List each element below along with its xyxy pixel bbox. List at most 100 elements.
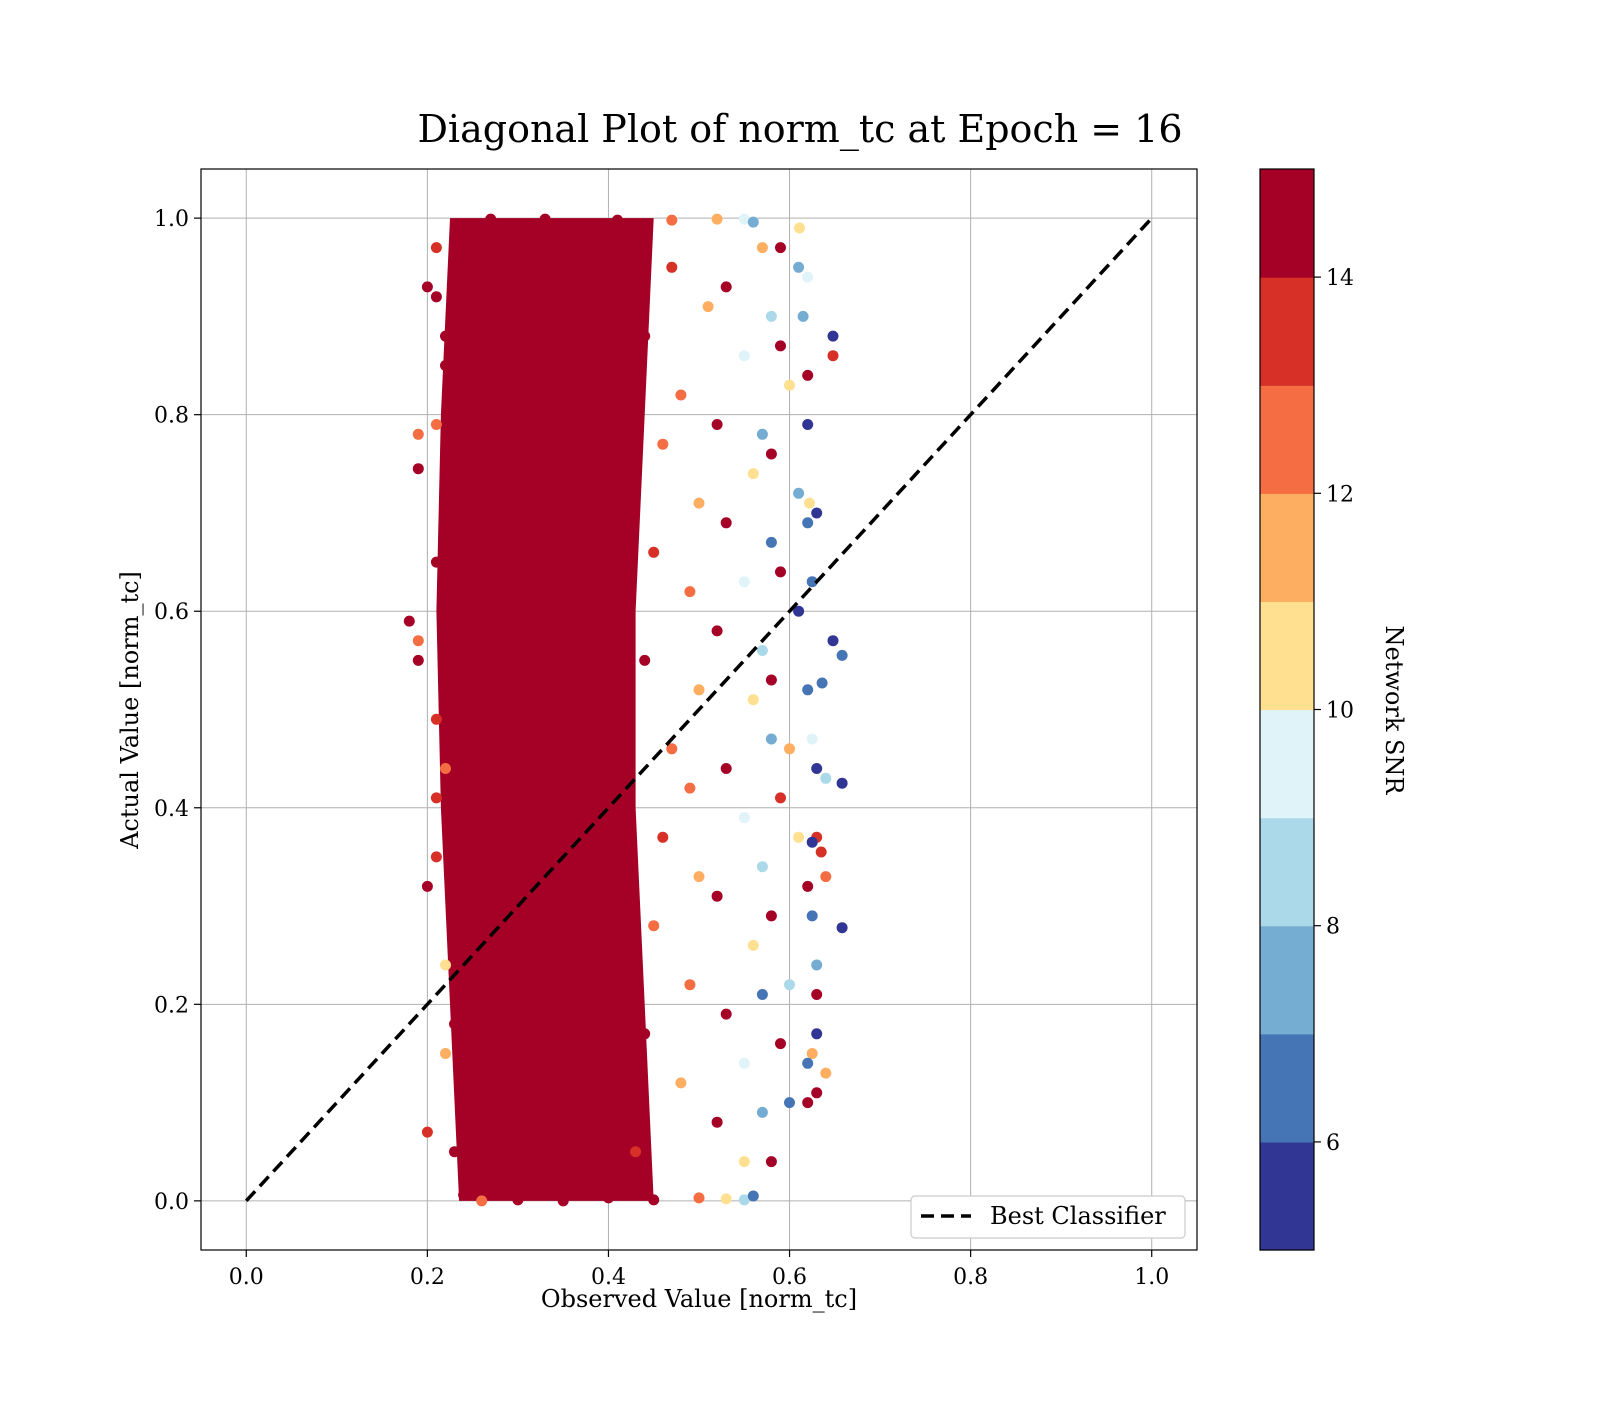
scatter-point — [458, 1189, 470, 1201]
scatter-point — [557, 1195, 569, 1207]
colorbar-segment — [1260, 925, 1314, 1035]
scatter-point — [765, 448, 777, 460]
scatter-point — [684, 782, 696, 794]
scatter-point — [684, 979, 696, 991]
scatter-point — [784, 379, 795, 391]
y-tick-label: 0.2 — [154, 993, 189, 1018]
scatter-point — [440, 330, 451, 342]
scatter-point — [440, 360, 451, 371]
scatter-point — [603, 1192, 614, 1204]
scatter-point — [485, 213, 497, 225]
scatter-point — [816, 677, 828, 689]
scatter-point — [802, 1057, 814, 1069]
colorbar-segment — [1260, 277, 1314, 386]
scatter-point — [793, 831, 805, 843]
scatter-point — [612, 214, 623, 226]
scatter-point — [666, 743, 678, 755]
scatter-point — [747, 468, 759, 480]
scatter-point — [747, 939, 759, 951]
scatter-point — [793, 261, 805, 273]
scatter-point — [503, 310, 515, 322]
scatter-point — [836, 777, 848, 789]
scatter-point — [738, 350, 750, 362]
scatter-point — [775, 566, 786, 578]
scatter-point — [648, 1194, 660, 1206]
x-axis-label: Observed Value [norm_tc] — [541, 1285, 857, 1313]
y-axis-label: Actual Value [norm_tc] — [116, 571, 144, 850]
scatter-point — [794, 222, 805, 234]
scatter-point — [811, 763, 823, 774]
plot-frame — [200, 168, 1198, 1251]
y-tick-label: 0.4 — [154, 797, 189, 822]
scatter-point — [557, 409, 569, 421]
x-axis-ticks: 0.0 0.2 0.4 0.6 0.8 1.0 — [229, 1250, 1169, 1290]
scatter-point — [811, 1087, 823, 1099]
scatter-point — [566, 802, 578, 814]
scatter-point — [711, 213, 723, 225]
scatter-point — [720, 281, 732, 293]
scatter-point — [738, 1156, 750, 1168]
y-tick-label: 0.0 — [154, 1190, 189, 1215]
scatter-point — [836, 922, 848, 934]
scatter-point — [449, 949, 460, 961]
scatter-point — [412, 463, 424, 475]
scatter-point — [412, 635, 424, 647]
scatter-point — [811, 989, 823, 1000]
scatter-point — [430, 556, 442, 568]
scatter-point — [836, 649, 848, 661]
scatter-point — [449, 1018, 460, 1030]
colorbar-segment — [1260, 709, 1314, 819]
scatter-point — [485, 1097, 497, 1109]
scatter-point — [804, 497, 815, 509]
colorbar-tick-label: 10 — [1326, 699, 1354, 724]
scatter-point — [711, 419, 723, 430]
scatter-point — [512, 1194, 524, 1206]
scatter-point — [802, 684, 814, 696]
scatter-point — [693, 497, 705, 509]
scatter-point — [539, 900, 551, 912]
scatter-point — [815, 846, 827, 858]
y-axis-ticks: 0.0 0.2 0.4 0.6 0.8 1.0 — [154, 207, 201, 1215]
scatter-point — [449, 1146, 460, 1158]
scatter-point — [756, 428, 768, 440]
scatter-point — [476, 1195, 488, 1207]
scatter-point — [797, 310, 809, 322]
scatter-point — [765, 1156, 777, 1168]
scatter-point — [738, 213, 750, 225]
scatter-point — [639, 1028, 651, 1040]
scatter-point — [648, 920, 660, 932]
scatter-point — [775, 1038, 786, 1050]
scatter-point — [775, 340, 786, 352]
scatter-point — [430, 291, 442, 303]
scatter-point — [802, 880, 814, 892]
scatter-point — [639, 330, 651, 342]
scatter-point — [756, 861, 768, 873]
scatter-point — [720, 1008, 732, 1020]
scatter-point — [820, 871, 832, 883]
scatter-point — [820, 772, 832, 784]
x-tick-label: 0.4 — [591, 1265, 626, 1290]
scatter-point — [784, 743, 795, 755]
scatter-point — [430, 713, 442, 725]
scatter-point — [738, 1057, 750, 1069]
scatter-point — [756, 989, 768, 1000]
scatter-point — [430, 419, 442, 430]
scatter-point — [430, 851, 442, 863]
colorbar-tick-label: 14 — [1326, 266, 1354, 291]
scatter-point — [648, 546, 660, 558]
scatter-point — [421, 880, 433, 892]
scatter-point — [802, 419, 814, 430]
scatter-point — [765, 674, 777, 686]
chart-title: Diagonal Plot of norm_tc at Epoch = 16 — [417, 107, 1182, 152]
scatter-point — [738, 1194, 750, 1206]
colorbar-segment — [1260, 817, 1314, 927]
scatter-point — [421, 1126, 433, 1138]
scatter-point — [440, 674, 451, 686]
scatter-point — [802, 369, 814, 381]
scatter-point — [784, 979, 795, 991]
colorbar-segment — [1260, 1141, 1314, 1251]
scatter-point — [765, 733, 777, 745]
scatter-point — [827, 350, 839, 362]
scatter-point — [675, 389, 687, 401]
